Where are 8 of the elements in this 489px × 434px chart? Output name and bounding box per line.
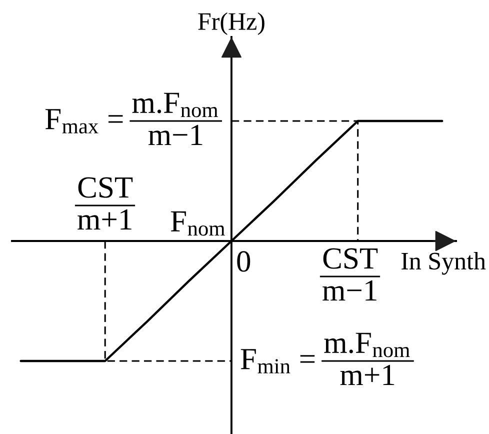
annotation: F$_{nom}$ — [170, 211, 225, 236]
y-axis-title: Fr(Hz) — [198, 12, 264, 36]
x-axis-title: In Synth — [401, 252, 486, 275]
annotation: 0 — [237, 251, 250, 272]
annotation: CST m−1 — [322, 248, 378, 300]
annotation: F$_{max}$ = m.F$_{nom}$ m−1 — [45, 92, 218, 145]
annotation: CST m+1 — [78, 177, 133, 230]
annotation: F$_{min}$ = m.F$_{nom}$ m+1 — [240, 332, 410, 385]
